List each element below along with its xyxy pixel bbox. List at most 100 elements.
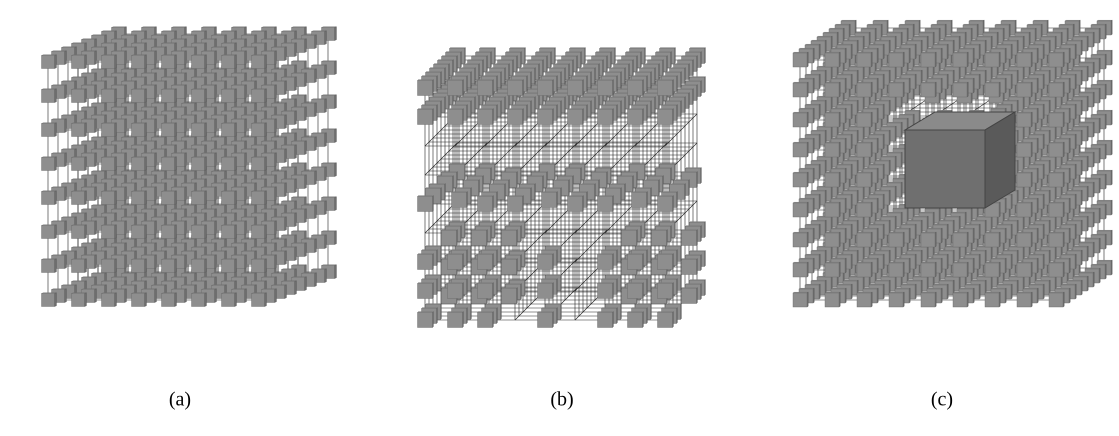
cube-front [508,197,523,212]
cube [252,191,267,205]
cube-side [185,289,187,303]
cube [102,89,117,103]
cube [448,254,464,270]
cube [132,225,147,239]
cube-front [652,231,667,246]
cube [418,196,434,212]
cube-side [245,187,247,201]
cube-side [285,183,287,197]
cube-front [162,90,175,103]
cube-side [305,277,307,291]
cube [538,254,554,270]
cube [102,225,117,239]
cube [192,123,207,137]
cube-front [658,284,673,299]
cube [162,89,177,103]
cube [102,157,117,171]
cube-front [102,56,115,69]
cube [542,192,558,208]
cube-side [125,51,127,65]
cube-side [205,293,207,307]
cube [102,293,117,307]
cube-side [205,157,207,171]
cube-side [305,107,307,121]
cube-side [265,259,267,273]
cube-front [538,81,553,96]
cube [478,254,494,270]
cube-front [252,56,265,69]
cube-side [265,123,267,137]
cube-front [222,260,235,273]
cube-side [175,55,177,69]
panel-b-rendering [418,48,706,328]
cube-side [295,77,297,91]
cube [192,293,207,307]
cube-side [305,141,307,155]
cube-side [145,157,147,171]
cube-front [192,294,205,307]
cube-side [325,201,327,215]
cube [508,80,524,96]
cube-front [508,81,523,96]
cube-front [222,56,235,69]
cube-front [628,284,643,299]
cube-front [42,260,55,273]
cube-side [335,197,337,211]
page: (a) (b) (c) (() => { const data = JSON.p… [0,0,1119,436]
cube-front [538,284,553,299]
cube-side [275,85,277,99]
cube-side [155,119,157,133]
cube-front [538,110,553,125]
cube-side [325,65,327,79]
cube-side [205,259,207,273]
cube [42,225,57,239]
cube [162,55,177,69]
cube [568,80,584,96]
cube-front [42,56,55,69]
cube-side [265,293,267,307]
cube [478,80,494,96]
cube-side [185,51,187,65]
cube-front [162,158,175,171]
cube-side [295,43,297,57]
cube-front [72,90,85,103]
cube-side [85,225,87,239]
cube-front [252,294,265,307]
cube-front [252,90,265,103]
cube-side [85,157,87,171]
cube [478,283,494,299]
cube-front [162,124,175,137]
cube-front [252,260,265,273]
cube-side [125,255,127,269]
cube-front [192,192,205,205]
cube-side [55,293,57,307]
cube-side [215,51,217,65]
cube [598,80,614,96]
cube-side [285,251,287,265]
cube-front [42,294,55,307]
cube-front [222,294,235,307]
cube-side [205,123,207,137]
cube-side [185,255,187,269]
cube-side [145,123,147,137]
cube-front [628,81,643,96]
cube-side [245,85,247,99]
cube-side [95,85,97,99]
cube [252,55,267,69]
cube [132,89,147,103]
cube [162,123,177,137]
cube-side [315,137,317,151]
cube [132,55,147,69]
cube-front [598,313,613,328]
cube-side [245,51,247,65]
cube-front [628,110,643,125]
cube-front [448,313,463,328]
cube [252,225,267,239]
cube-side [115,123,117,137]
cube-side [85,89,87,103]
cube-front [442,231,457,246]
cube-side [55,89,57,103]
cube-side [285,285,287,299]
cube [448,312,464,328]
cube [132,123,147,137]
